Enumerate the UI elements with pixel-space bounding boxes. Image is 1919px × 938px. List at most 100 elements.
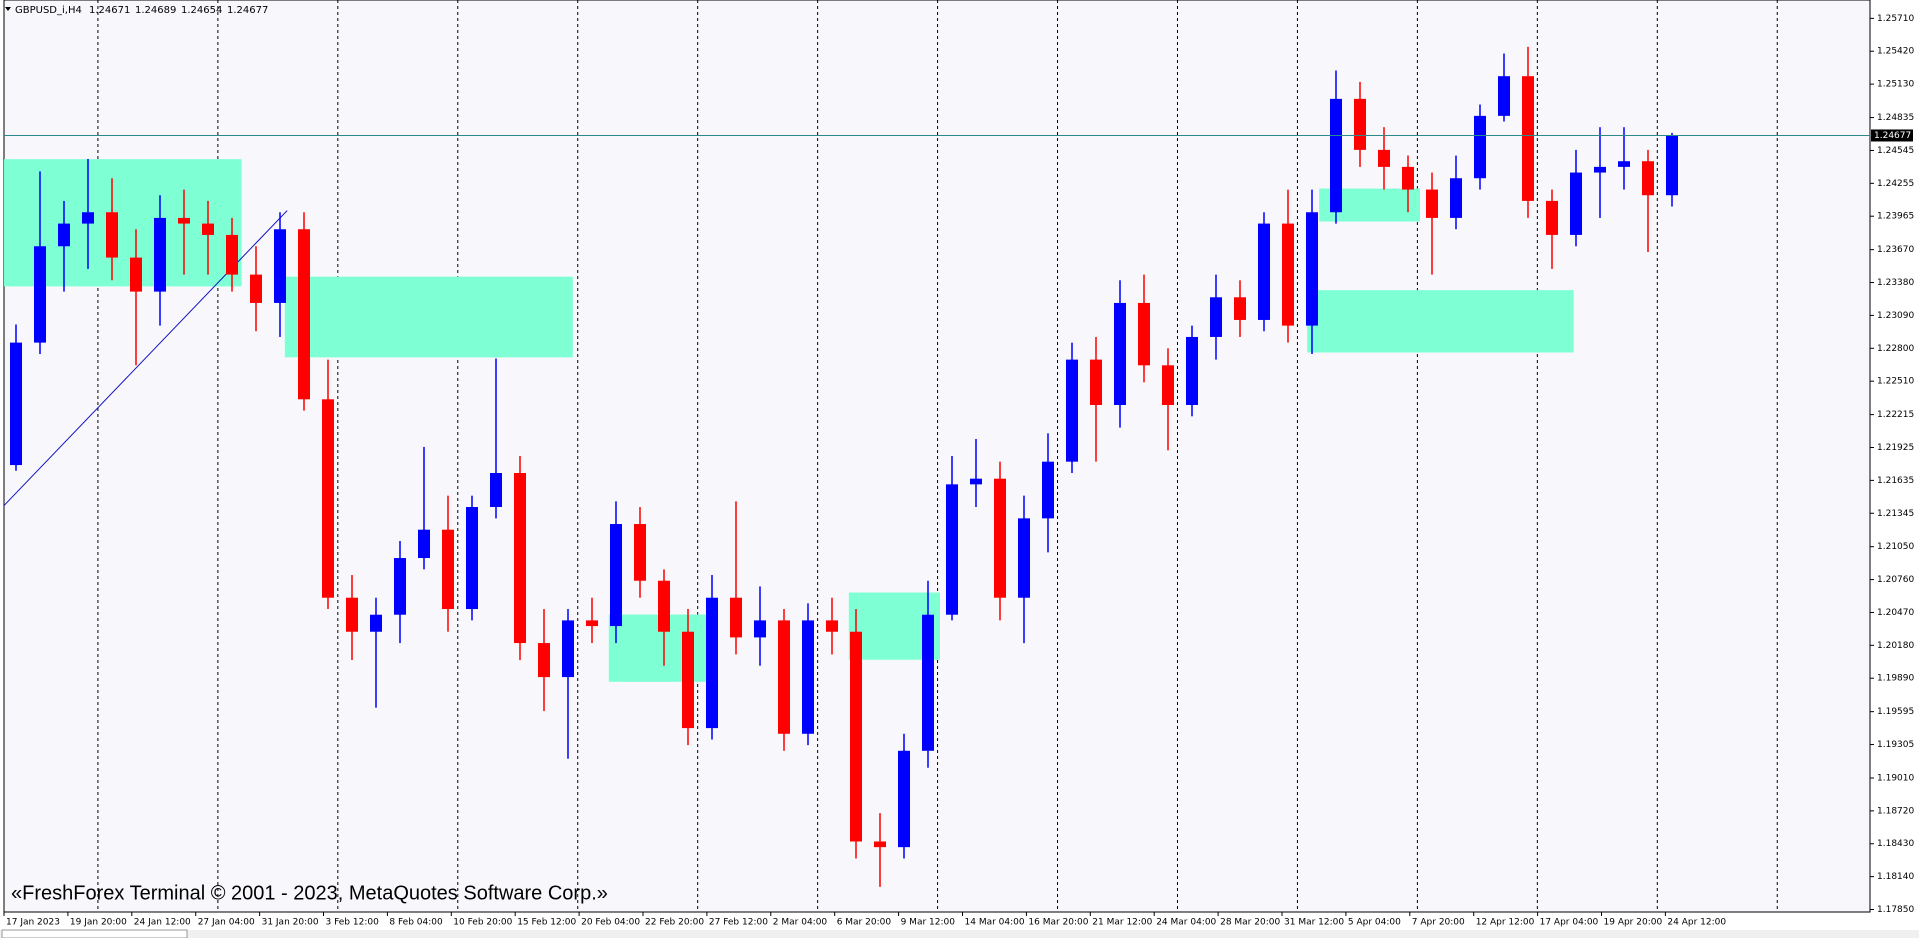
x-tick-label: 24 Mar 04:00 [1156, 918, 1216, 928]
y-tick-label: 1.21635 [1877, 476, 1914, 486]
candle-body [490, 473, 502, 508]
candle-body [706, 597, 718, 729]
y-tick-label: 1.18720 [1877, 806, 1914, 816]
x-tick-label: 31 Jan 20:00 [262, 918, 319, 928]
candle-body [682, 631, 694, 729]
candle-body [826, 620, 838, 632]
candle-body [970, 478, 982, 485]
x-tick-label: 24 Jan 12:00 [134, 918, 191, 928]
y-tick-label: 1.25710 [1877, 14, 1914, 24]
x-tick-label: 6 Mar 20:00 [837, 918, 892, 928]
candle-body [634, 524, 646, 581]
y-tick-label: 1.23380 [1877, 278, 1914, 288]
x-tick-label: 21 Mar 12:00 [1092, 918, 1152, 928]
x-tick-label: 3 Feb 12:00 [326, 918, 380, 928]
plot-area [3, 0, 1871, 913]
candle-body [994, 478, 1006, 598]
y-tick-label: 1.18430 [1877, 839, 1914, 849]
y-tick-label: 1.20760 [1877, 575, 1914, 585]
y-tick-label: 1.17850 [1877, 905, 1914, 915]
candle-body [1210, 297, 1222, 337]
x-tick-label: 27 Feb 12:00 [709, 918, 768, 928]
candle-body [922, 614, 934, 751]
x-tick-label: 17 Apr 04:00 [1540, 918, 1599, 928]
candle-body [1666, 135, 1678, 196]
symbol: GBPUSD_i,H4 [15, 5, 82, 16]
candle-body [1234, 297, 1246, 320]
candle-body [754, 620, 766, 638]
y-tick-label: 1.19305 [1877, 740, 1914, 750]
candle-body [778, 620, 790, 734]
candle-body [898, 750, 910, 848]
candle-body [1642, 161, 1654, 196]
y-tick-label: 1.20180 [1877, 641, 1914, 651]
candle-body [874, 841, 886, 848]
candle-body [802, 620, 814, 734]
candle-body [442, 529, 454, 610]
candle-body [1402, 166, 1414, 190]
candle-body [274, 229, 286, 303]
x-tick-label: 16 Mar 20:00 [1028, 918, 1088, 928]
x-tick-label: 2 Mar 04:00 [773, 918, 828, 928]
price-label-box [1871, 129, 1913, 142]
watermark: «FreshForex Terminal © 2001 - 2023, Meta… [11, 882, 608, 904]
candle-body [130, 257, 142, 292]
zone [284, 276, 573, 358]
candle-body [1066, 359, 1078, 462]
candle-body [730, 597, 742, 638]
header-value: 1.24677 [227, 5, 268, 16]
candle-body [1450, 178, 1462, 218]
candle-body [370, 614, 382, 632]
trendline [3, 210, 288, 506]
candle-body [514, 473, 526, 644]
x-tick-label: 20 Feb 04:00 [581, 918, 640, 928]
candle-body [226, 234, 238, 275]
y-tick-label: 1.23090 [1877, 311, 1914, 321]
y-tick-label: 1.22800 [1877, 344, 1914, 354]
y-tick-label: 1.19010 [1877, 773, 1914, 783]
x-tick-label: 28 Mar 20:00 [1220, 918, 1280, 928]
candle-body [1162, 365, 1174, 405]
x-tick-label: 27 Jan 04:00 [198, 918, 255, 928]
candle-body [586, 620, 598, 627]
candle-body [58, 223, 70, 247]
x-tick-label: 8 Feb 04:00 [389, 918, 443, 928]
x-tick-label: 15 Feb 12:00 [517, 918, 576, 928]
candle-body [1474, 115, 1486, 179]
candle-body [82, 212, 94, 224]
x-tick-label: 24 Apr 12:00 [1667, 918, 1726, 928]
candle-body [1522, 76, 1534, 201]
candle-body [418, 529, 430, 559]
candle-body [1546, 200, 1558, 235]
y-tick-label: 1.19595 [1877, 707, 1914, 717]
candle-body [1114, 302, 1126, 405]
candle-body [1138, 302, 1150, 366]
x-tick-label: 17 Jan 2023 [6, 918, 60, 928]
y-tick-label: 1.24255 [1877, 179, 1914, 189]
vertical-grid [97, 0, 1778, 912]
candle-body [178, 217, 190, 224]
y-tick-label: 1.25130 [1877, 80, 1914, 90]
candle-body [1594, 166, 1606, 173]
candle-body [1042, 461, 1054, 519]
candle-body [10, 342, 22, 466]
zone [1307, 290, 1574, 353]
candle-body [850, 631, 862, 842]
x-tick-label: 19 Apr 20:00 [1604, 918, 1663, 928]
y-tick-label: 1.22510 [1877, 377, 1914, 387]
candle-body [34, 246, 46, 343]
price-label: 1.24677 [1874, 131, 1911, 141]
candle-body [322, 399, 334, 598]
y-tick-label: 1.21050 [1877, 542, 1914, 552]
candle-body [1498, 76, 1510, 116]
y-tick-label: 1.20470 [1877, 608, 1914, 618]
header-arrow [5, 7, 11, 11]
candle-body [1354, 98, 1366, 150]
plot-layer: 1.25710 1.25420 1.25130 1.24835 1.24545 1.242… [3, 5, 1914, 928]
candle-body [610, 524, 622, 627]
candle-body [202, 223, 214, 235]
x-tick-label: 10 Feb 20:00 [453, 918, 512, 928]
x-tick-label: 14 Mar 04:00 [965, 918, 1025, 928]
x-tick-label: 19 Jan 20:00 [70, 918, 127, 928]
tab[interactable] [1, 929, 188, 938]
